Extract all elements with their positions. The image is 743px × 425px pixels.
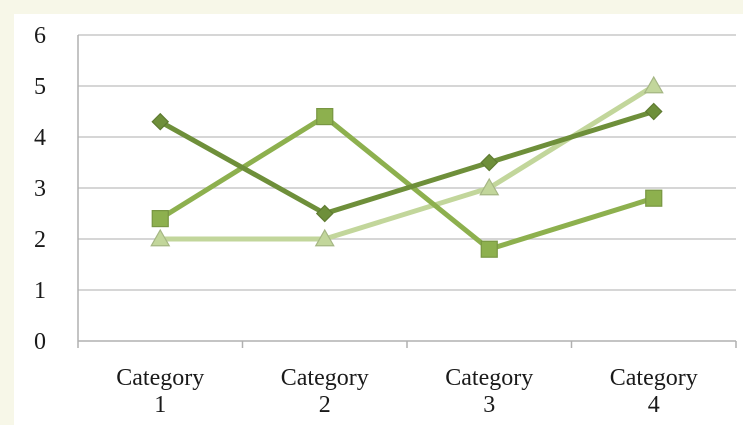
series-line (157, 109, 657, 216)
data-point-square (645, 189, 663, 207)
x-tick-labels: Category 1 Category 2 Category 3 Category 4 (116, 365, 697, 418)
axes (77, 35, 737, 348)
data-point-diamond (151, 112, 170, 131)
data-point-triangle (479, 177, 500, 196)
x-tick-label: Category 1 (116, 365, 204, 418)
data-point-square (480, 240, 498, 258)
series-1 (151, 102, 663, 223)
data-point-square (316, 107, 334, 126)
y-tick-label: 5 (34, 74, 46, 100)
y-tick-label: 4 (34, 125, 46, 151)
data-point-triangle (150, 228, 171, 247)
y-tick-labels: 0 1 2 3 4 5 6 (34, 23, 46, 355)
data-point-triangle (643, 75, 664, 94)
y-tick-label: 6 (34, 23, 46, 49)
x-tick-label: Category 3 (445, 365, 533, 418)
series (150, 75, 664, 258)
gridlines (78, 34, 736, 291)
y-tick-label: 1 (34, 278, 46, 304)
x-tick-label: Category 4 (610, 365, 698, 418)
y-tick-label: 0 (34, 329, 46, 355)
data-point-diamond (315, 204, 334, 223)
data-point-diamond (644, 102, 663, 121)
data-point-square (151, 210, 169, 228)
y-tick-label: 3 (34, 176, 46, 202)
x-tick-label: Category 2 (281, 365, 369, 418)
data-point-diamond (480, 153, 499, 172)
data-point-triangle (314, 228, 335, 247)
y-tick-label: 2 (34, 227, 46, 253)
